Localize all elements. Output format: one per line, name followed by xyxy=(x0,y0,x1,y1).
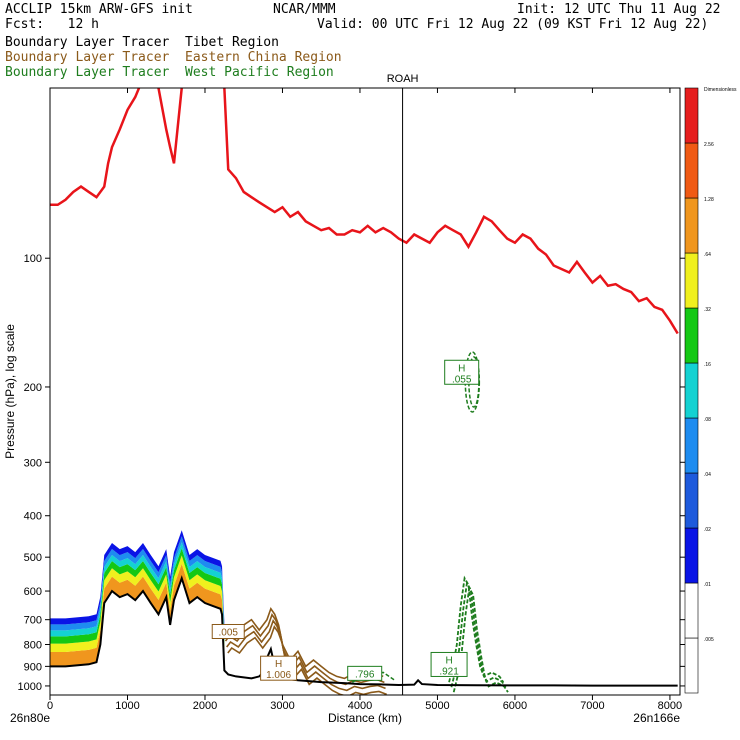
left-end-label: 26n80e xyxy=(10,711,50,725)
colorbar-segment-10 xyxy=(684,87,699,144)
colorbar-segment-0 xyxy=(684,637,699,694)
header-init: Init: 12 UTC Thu 11 Aug 22 xyxy=(517,2,721,17)
tropopause-line xyxy=(50,88,679,335)
tracer-band-0 xyxy=(50,563,225,671)
legend-west-pacific: Boundary Layer Tracer West Pacific Regio… xyxy=(5,65,334,80)
tracer-band-1 xyxy=(50,555,225,657)
eastern-china-max-text-1: 1.006 xyxy=(266,670,291,681)
colorbar-label-7: .64 xyxy=(704,252,711,258)
tracer-band-5 xyxy=(50,530,225,629)
west-pacific-small-text-0: .796 xyxy=(355,669,375,680)
y-tick-label-8: 900 xyxy=(24,661,42,673)
colorbar-label-4: .08 xyxy=(704,417,711,423)
colorbar-label-8: 1.28 xyxy=(704,197,714,203)
eastern-china-max-box xyxy=(260,655,298,681)
y-tick-label-5: 600 xyxy=(24,586,42,598)
colorbar-segment-8 xyxy=(684,197,699,254)
colorbar-segment-3 xyxy=(684,472,699,529)
eastern-china-low-box xyxy=(211,623,245,639)
colorbar-label-5: .16 xyxy=(704,362,711,368)
terrain-line xyxy=(50,575,678,687)
y-tick-label-6: 700 xyxy=(24,615,42,627)
y-tick-label-7: 800 xyxy=(24,639,42,651)
colorbar-label-9: 2.56 xyxy=(704,142,714,148)
x-tick-label-1: 1000 xyxy=(115,700,139,712)
x-tick-label-4: 4000 xyxy=(348,700,372,712)
y-tick-label-9: 1000 xyxy=(18,681,42,693)
header-model: ACCLIP 15km ARW-GFS init xyxy=(5,2,193,17)
header-org: NCAR/MMM xyxy=(273,2,336,17)
y-tick-label-2: 300 xyxy=(24,457,42,469)
west-pacific-high-text-1: .055 xyxy=(452,374,472,385)
x-tick-label-0: 0 xyxy=(47,700,53,712)
roah-marker-label: ROAH xyxy=(387,73,419,85)
eastern-china-max-text-0: H xyxy=(275,659,282,670)
tracer-band-2 xyxy=(50,548,225,648)
x-tick-label-5: 5000 xyxy=(425,700,449,712)
colorbar-label-1: .01 xyxy=(704,582,711,588)
y-tick-label-0: 100 xyxy=(24,253,42,265)
colorbar-label-3: .04 xyxy=(704,472,711,478)
eastern-china-low-text-0: .005 xyxy=(218,627,238,638)
colorbar-label-2: .02 xyxy=(704,527,711,533)
west-pacific-low-box xyxy=(430,651,468,677)
west-pacific-high-text-0: H xyxy=(458,363,465,374)
x-tick-label-3: 3000 xyxy=(270,700,294,712)
west-pacific-high-box xyxy=(444,359,480,385)
colorbar-segment-1 xyxy=(684,582,699,639)
eastern-china-contour-3 xyxy=(227,625,387,695)
colorbar-segment-2 xyxy=(684,527,699,584)
colorbar-segment-9 xyxy=(684,142,699,199)
x-tick-label-7: 7000 xyxy=(580,700,604,712)
colorbar-label-10: Dimensionless xyxy=(704,87,737,93)
west-pacific-low-text-0: H xyxy=(445,655,452,666)
colorbar-segment-4 xyxy=(684,417,699,474)
tracer-band-4 xyxy=(50,536,225,635)
west-pacific-contour-0 xyxy=(448,575,505,683)
colorbar-segment-7 xyxy=(684,252,699,309)
header-valid: Valid: 00 UTC Fri 12 Aug 22 (09 KST Fri … xyxy=(317,17,709,32)
y-tick-label-3: 400 xyxy=(24,511,42,523)
colorbar-segment-6 xyxy=(684,307,699,364)
y-axis-title: Pressure (hPa), log scale xyxy=(3,324,17,459)
x-tick-label-6: 6000 xyxy=(503,700,527,712)
right-end-label: 26n166e xyxy=(633,711,680,725)
y-tick-label-1: 200 xyxy=(24,382,42,394)
west-pacific-small-box xyxy=(347,665,383,681)
y-tick-label-4: 500 xyxy=(24,552,42,564)
x-tick-label-8: 8000 xyxy=(658,700,682,712)
colorbar-label-0: .005 xyxy=(704,637,714,643)
tracer-shading xyxy=(50,530,225,671)
legend-eastern-china: Boundary Layer Tracer Eastern China Regi… xyxy=(5,50,342,65)
header-forecast: Fcst: 12 h xyxy=(5,17,99,32)
west-pacific-low-text-1: .921 xyxy=(439,666,459,677)
plot-frame xyxy=(49,87,681,696)
west-pacific-contour-1 xyxy=(450,580,507,688)
colorbar-label-6: .32 xyxy=(704,307,711,313)
x-axis-title: Distance (km) xyxy=(328,711,402,725)
legend-tibet: Boundary Layer Tracer Tibet Region xyxy=(5,35,279,50)
colorbar-segment-5 xyxy=(684,362,699,419)
x-tick-label-2: 2000 xyxy=(193,700,217,712)
tracer-band-3 xyxy=(50,542,225,641)
